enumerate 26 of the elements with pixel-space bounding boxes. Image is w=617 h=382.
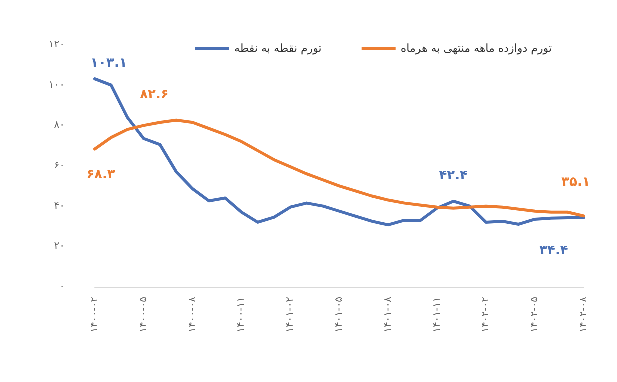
y-tick-label: ۱۲۰ <box>48 40 65 50</box>
x-tick-label: ۱۴۰۲-۰۸ <box>578 296 590 333</box>
data-label: ۶۸.۳ <box>86 167 116 182</box>
y-tick-label: ۴۰ <box>54 200 65 212</box>
x-tick-label: ۱۴۰۱-۰۲ <box>285 297 296 333</box>
x-tick-label: ۱۴۰۲-۰۲ <box>480 297 492 333</box>
data-label: ۴۲.۴ <box>439 168 468 184</box>
data-label: ۸۲.۶ <box>140 87 169 102</box>
legend-label: تورم دوازده ماهه منتهی به هرماه <box>400 42 552 55</box>
data-label: ۱۰۳.۱ <box>90 56 128 72</box>
y-tick-label: ۶۰ <box>54 160 65 172</box>
x-tick-label: ۱۴۰۰-۰۵ <box>138 297 150 333</box>
y-tick-label: ۸۰ <box>54 120 65 132</box>
data-label: ۳۵.۱ <box>562 175 590 190</box>
x-tick-label: ۱۴۰۰-۰۸ <box>187 296 198 333</box>
data-label: ۳۴.۴ <box>540 244 568 259</box>
y-tick-label: ۰ <box>60 282 65 292</box>
x-tick-label: ۱۴۰۱-۰۵ <box>334 297 345 333</box>
y-tick-label: ۱۰۰ <box>48 80 65 91</box>
x-tick-label: ۱۴۰۰-۰۲ <box>90 297 100 333</box>
x-tick-label: ۱۴۰۱-۰۸ <box>382 296 394 333</box>
x-tick-label: ۱۴۰۲-۰۵ <box>530 297 541 333</box>
x-tick-label: ۱۴۰۰-۱۱ <box>236 297 248 333</box>
x-tick-label: ۱۴۰۱-۱۱ <box>432 297 443 333</box>
y-tick-label: ۲۰ <box>54 241 65 252</box>
legend-label: تورم نقطه به نقطه <box>234 42 322 55</box>
